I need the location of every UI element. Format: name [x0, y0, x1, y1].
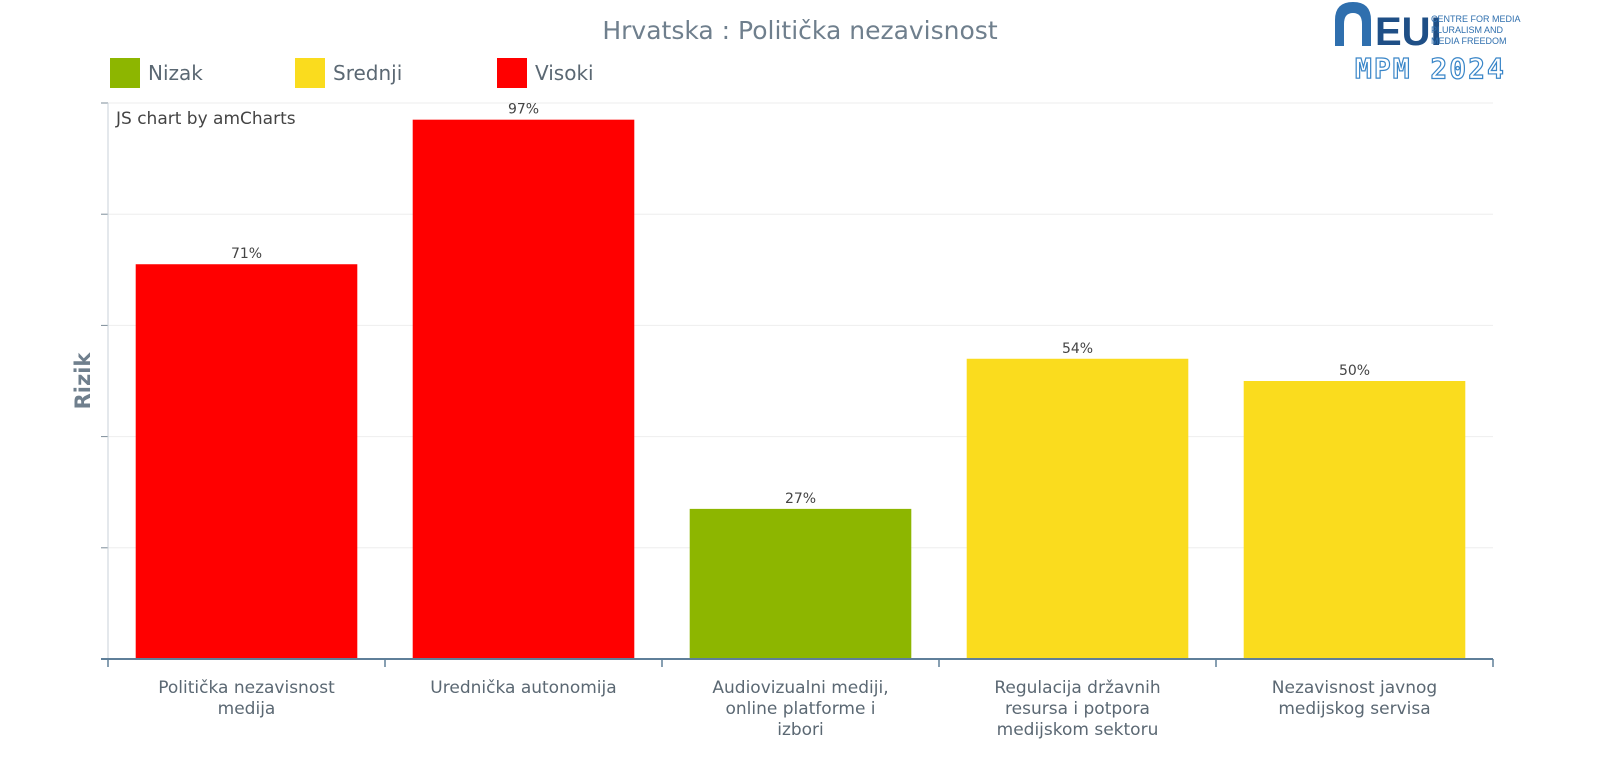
legend-label: Nizak	[148, 61, 203, 85]
logo-line-2: PLURALISM AND	[1431, 25, 1504, 35]
category-label: medija	[218, 699, 276, 719]
bar[interactable]	[689, 508, 912, 659]
logo-line-1: CENTRE FOR MEDIA	[1431, 14, 1521, 24]
category-label: medijskog servisa	[1278, 699, 1430, 719]
data-label: 71%	[231, 246, 262, 262]
logo-line-3: MEDIA FREEDOM	[1431, 36, 1507, 46]
logo-brand: EUI	[1375, 10, 1442, 54]
legend-swatch	[295, 58, 325, 88]
y-axis-title: Rizik	[71, 352, 95, 410]
category-label: Regulacija državnih	[994, 678, 1160, 698]
legend-item-srednji[interactable]: Srednji	[295, 57, 402, 89]
category-label: izbori	[777, 720, 824, 740]
legend-swatch	[110, 58, 140, 88]
bar[interactable]	[1243, 381, 1466, 659]
eui-arch-icon	[1335, 2, 1371, 46]
category-label: medijskom sektoru	[997, 720, 1159, 740]
bar[interactable]	[966, 358, 1189, 659]
legend-item-visoki[interactable]: Visoki	[497, 57, 594, 89]
legend-item-nizak[interactable]: Nizak	[110, 57, 203, 89]
bar[interactable]	[135, 264, 358, 659]
category-label: Nezavisnost javnog	[1272, 678, 1437, 698]
legend-label: Srednji	[333, 61, 403, 85]
chart-credit[interactable]: JS chart by amCharts	[115, 109, 296, 129]
eui-logo: EUI CENTRE FOR MEDIA PLURALISM AND MEDIA…	[1335, 2, 1521, 86]
legend-swatch	[497, 58, 527, 88]
data-label: 50%	[1339, 363, 1370, 379]
data-label: 54%	[1062, 341, 1093, 357]
chart-title: Hrvatska : Politička nezavisnost	[602, 16, 998, 45]
category-label: Politička nezavisnost	[158, 678, 335, 698]
logo-edition: MPM 2024	[1355, 52, 1506, 85]
category-label: Urednička autonomija	[430, 678, 616, 698]
data-label: 27%	[785, 491, 816, 507]
legend-label: Visoki	[535, 61, 594, 85]
bar[interactable]	[412, 119, 635, 660]
category-label: resursa i potpora	[1005, 699, 1150, 719]
data-label: 97%	[508, 102, 539, 118]
category-label: online platforme i	[725, 699, 875, 719]
category-label: Audiovizualni mediji,	[712, 678, 888, 698]
